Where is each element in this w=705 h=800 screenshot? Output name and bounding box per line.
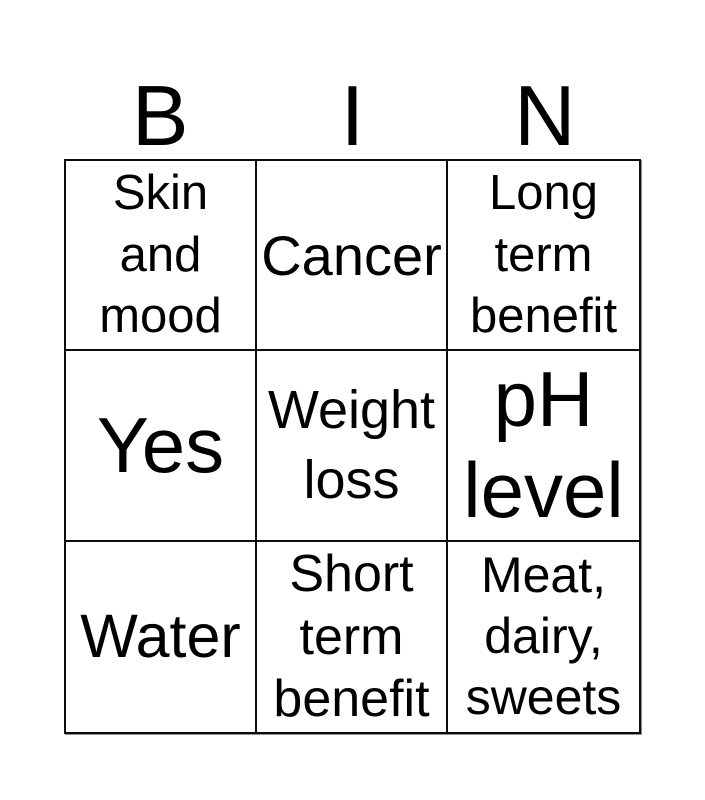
bingo-grid: Skin and mood Cancer Long term benefit Y… [64, 159, 641, 734]
bingo-column-letter-i: I [340, 69, 365, 164]
bingo-cell-r2c1[interactable]: Yes [66, 351, 257, 542]
bingo-card: B I N Skin and mood Cancer Long term ben… [64, 0, 641, 734]
bingo-cell-r2c3[interactable]: pH level [448, 351, 639, 542]
bingo-cell-r3c3[interactable]: Meat, dairy, sweets [448, 541, 639, 732]
bingo-cell-r1c1[interactable]: Skin and mood [66, 161, 257, 352]
bingo-cell-r2c2[interactable]: Weight loss [257, 351, 448, 542]
bingo-cell-r3c1[interactable]: Water [66, 541, 257, 732]
bingo-header: B I N [64, 0, 641, 159]
bingo-column-letter-b: B [131, 69, 189, 164]
bingo-column-letter-n: N [514, 69, 576, 164]
bingo-cell-r1c2[interactable]: Cancer [257, 161, 448, 352]
bingo-cell-r3c2[interactable]: Short term benefit [257, 541, 448, 732]
bingo-cell-r1c3[interactable]: Long term benefit [448, 161, 639, 352]
